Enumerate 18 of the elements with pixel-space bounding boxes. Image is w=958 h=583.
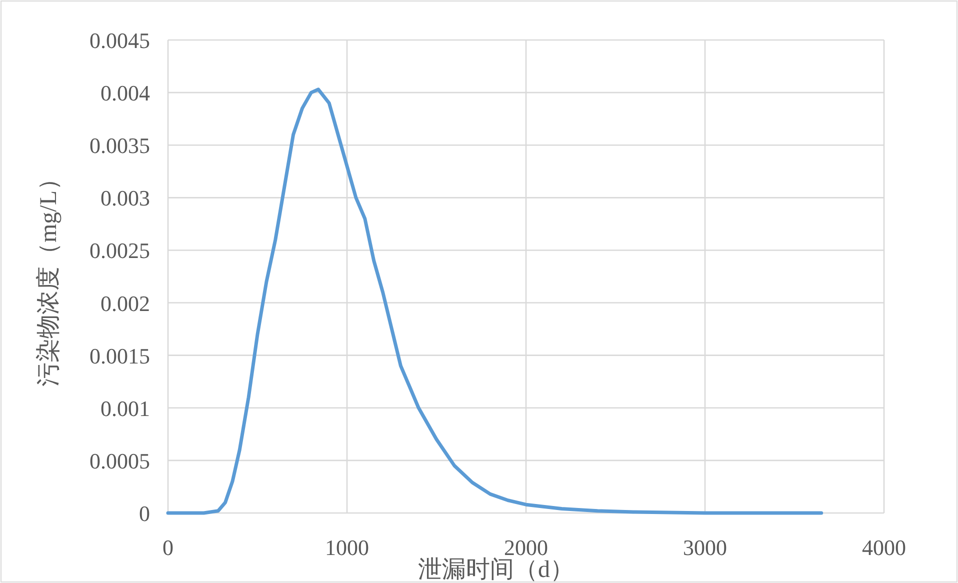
y-tick-label: 0.0025 [90, 238, 150, 264]
x-tick-label: 4000 [862, 535, 906, 560]
y-tick-label: 0.004 [100, 80, 150, 106]
y-tick-label: 0.0035 [90, 133, 150, 158]
x-axis-title: 泄漏时间（d） [418, 557, 574, 583]
y-tick-label: 0.001 [100, 396, 150, 421]
line-series [166, 88, 824, 515]
y-tick-label: 0.002 [100, 290, 150, 316]
y-axis-title: 污染物浓度（mg/L） [35, 166, 62, 386]
y-tick-label: 0.0005 [90, 448, 150, 474]
x-tick-label: 1000 [325, 535, 369, 560]
y-tick-label: 0.003 [100, 186, 150, 211]
y-tick-label: 0.0015 [90, 343, 150, 368]
y-tick-label: 0.0045 [90, 28, 150, 53]
x-tick-label: 0 [162, 535, 174, 560]
x-tick-label: 3000 [683, 535, 727, 560]
y-tick-label: 0 [139, 501, 150, 526]
x-tick-label: 2000 [504, 535, 548, 560]
